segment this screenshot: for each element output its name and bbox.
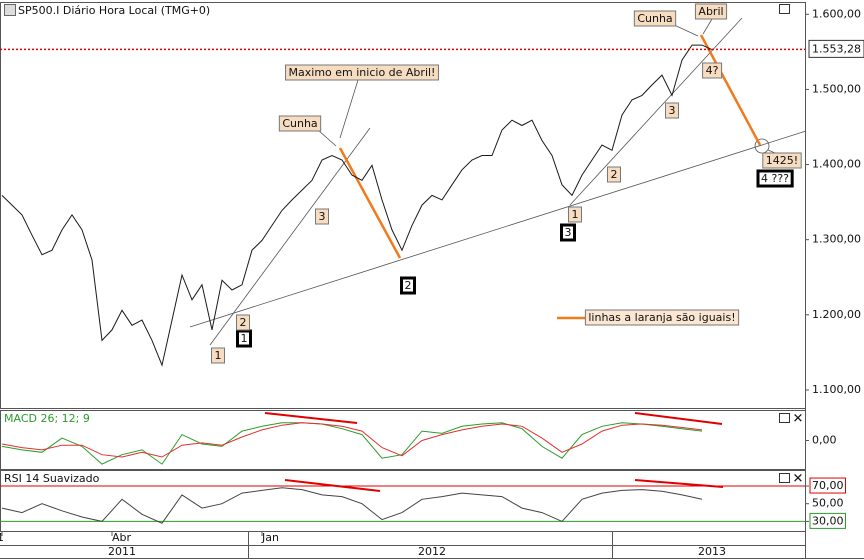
annotation: 2 [240, 316, 247, 329]
trendline [189, 130, 807, 328]
annotation: 2 [611, 168, 618, 181]
y-tick-label: 70,00 [812, 479, 844, 492]
level-label-box [809, 477, 846, 494]
target-circle [754, 138, 770, 154]
annotation: 1425! [766, 154, 798, 167]
orange-line [338, 147, 402, 259]
annotation-box [607, 166, 621, 183]
annotation: Cunha [282, 117, 317, 130]
annotation: Cunha [637, 12, 672, 25]
rsi-title[interactable]: RSI 14 Suavizado [4, 472, 100, 485]
annotation-box [633, 10, 677, 27]
y-tick-label: 1.100,00 [812, 383, 861, 396]
x-tick-label: Abr [112, 531, 132, 544]
annotation-box [211, 347, 225, 364]
annotation: 1 [215, 349, 222, 362]
indicator-line [1, 487, 703, 524]
y-tick-label: 30,00 [812, 514, 844, 527]
annotation-box [236, 314, 250, 331]
x-year-label: 2013 [698, 545, 726, 558]
x-tick-label: 2011 [0, 531, 4, 544]
annotation: Abril [698, 5, 723, 18]
price-line [1, 44, 713, 367]
y-tick-label: 1.200,00 [812, 308, 861, 321]
annotation-box [756, 169, 794, 188]
level-label-box [809, 512, 846, 529]
x-year-label: 2012 [418, 545, 446, 558]
callout-line [702, 18, 713, 35]
annotation-box [702, 62, 723, 79]
close-button[interactable]: ✕ [793, 472, 804, 487]
legend-text: linhas a laranja são iguais! [588, 311, 735, 324]
annotation-box [560, 223, 576, 242]
annotation: 1 [572, 208, 579, 221]
annotation: 4 ??? [761, 172, 789, 185]
last-price-label: 1.553,28 [812, 42, 861, 55]
annotation: Maximo em inicio de Abril! [289, 66, 436, 79]
annotation: 3 [669, 104, 676, 117]
annotation: 3 [565, 226, 572, 239]
trendline [209, 127, 371, 346]
annotation: 1 [241, 332, 248, 345]
annotations: Maximo em inicio de Abril! Cunha Cunha A… [211, 3, 802, 364]
macd-title[interactable]: MACD 26; 12; 9 [4, 412, 90, 425]
annotation: 2 [405, 279, 412, 292]
annotation-box [278, 115, 322, 132]
y-tick-label: 0,00 [812, 434, 837, 447]
window-button[interactable] [779, 413, 790, 423]
annotation-box [665, 102, 679, 119]
y-tick-label: 1.500,00 [812, 82, 861, 95]
callout-line [339, 79, 359, 139]
annotation-box [694, 3, 728, 20]
annotation-box [762, 152, 802, 169]
x-tick-label: Jan [261, 531, 279, 544]
annotation: 3 [319, 210, 326, 223]
indicator-line [1, 422, 703, 458]
divergence-line [634, 412, 723, 425]
annotation-box [285, 64, 439, 81]
annotation-box [400, 276, 416, 295]
y-tick-label: 1.400,00 [812, 158, 861, 171]
divergence-line [264, 412, 358, 424]
annotation-box [315, 208, 329, 225]
annotation: 4? [706, 64, 719, 77]
callout-line [317, 129, 337, 147]
y-tick-label: 50,00 [812, 497, 844, 510]
window-button[interactable] [779, 4, 790, 14]
annotation-box [584, 309, 740, 326]
divergence-line [284, 479, 381, 492]
y-tick-label: 1.600,00 [812, 7, 861, 20]
y-tick-label: 1.300,00 [812, 233, 861, 246]
annotation-box [568, 206, 582, 223]
orange-line [699, 34, 762, 146]
x-year-label: 2011 [108, 545, 136, 558]
chart-title[interactable]: SP500.I Diário Hora Local (TMG+0) [18, 4, 210, 17]
symbol-icon [4, 4, 16, 16]
window-button[interactable] [779, 473, 790, 483]
close-button[interactable]: ✕ [793, 412, 804, 427]
callout-line [671, 23, 699, 37]
annotation-box [236, 329, 252, 348]
